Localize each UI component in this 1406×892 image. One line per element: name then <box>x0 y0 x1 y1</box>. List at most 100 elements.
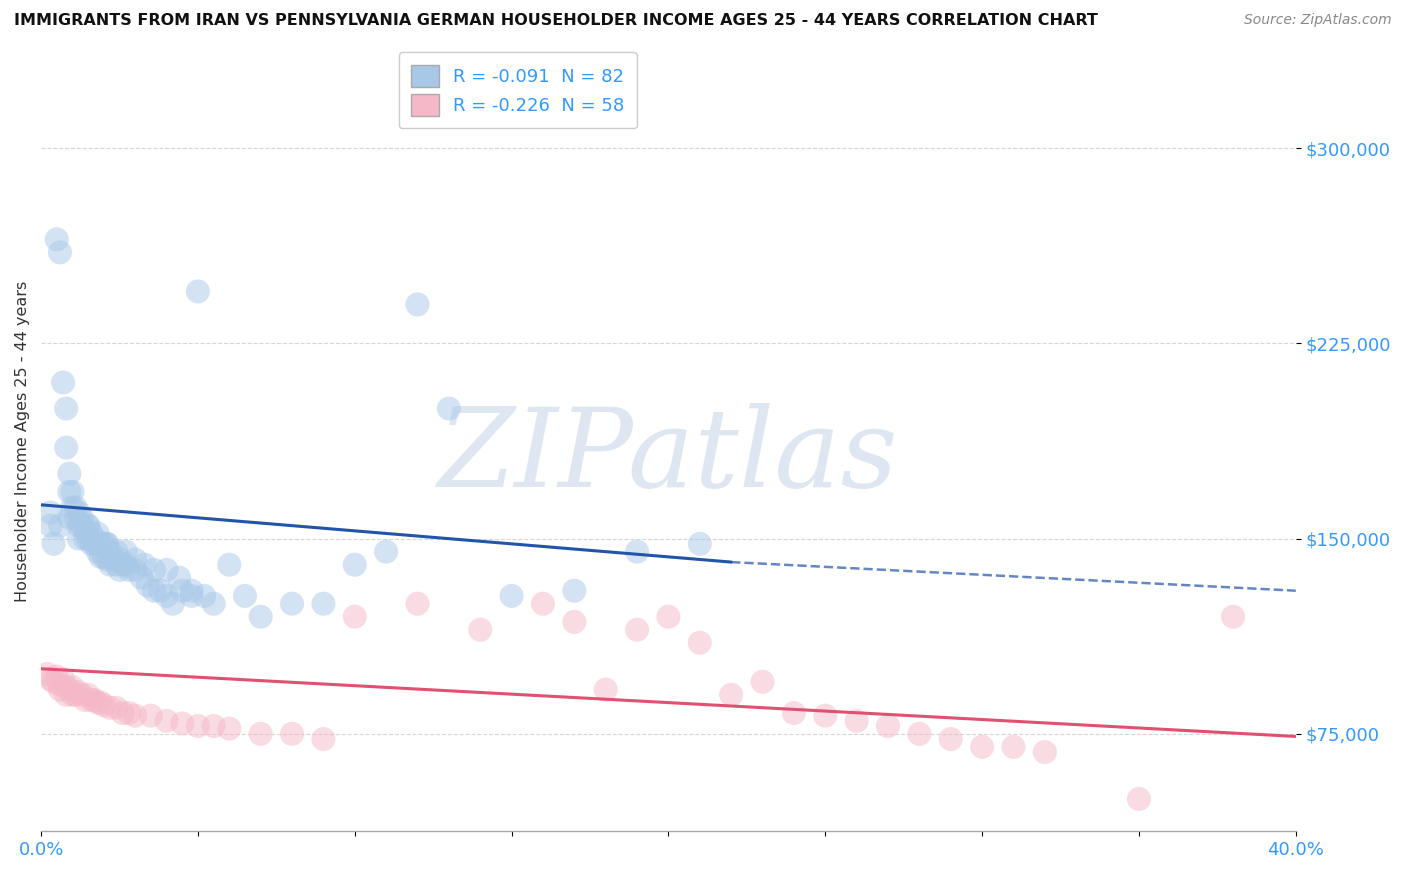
Point <box>172 716 194 731</box>
Point <box>58 484 80 499</box>
Point <box>42 674 65 689</box>
Point <box>52 672 75 686</box>
Point <box>375 544 398 558</box>
Point <box>65 688 87 702</box>
Point <box>39 518 62 533</box>
Point <box>281 727 304 741</box>
Point <box>90 549 112 564</box>
Point <box>814 708 837 723</box>
Point <box>131 571 153 585</box>
Point <box>67 532 90 546</box>
Point <box>55 688 77 702</box>
Point <box>96 537 118 551</box>
Point <box>55 441 77 455</box>
Point <box>470 623 492 637</box>
Point <box>45 232 67 246</box>
Point <box>343 609 366 624</box>
Point <box>118 706 141 720</box>
Point <box>143 583 166 598</box>
Point <box>70 518 93 533</box>
Point <box>93 549 115 564</box>
Point <box>90 696 112 710</box>
Point <box>58 682 80 697</box>
Point <box>202 719 225 733</box>
Point <box>312 732 335 747</box>
Point <box>55 401 77 416</box>
Point <box>312 597 335 611</box>
Point <box>80 526 103 541</box>
Point <box>73 524 96 538</box>
Point <box>124 708 146 723</box>
Point <box>73 693 96 707</box>
Point <box>98 701 121 715</box>
Point <box>86 526 108 541</box>
Point <box>83 693 105 707</box>
Point <box>67 685 90 699</box>
Point <box>180 583 202 598</box>
Point <box>39 506 62 520</box>
Point <box>62 484 84 499</box>
Point <box>96 552 118 566</box>
Point <box>90 537 112 551</box>
Point <box>52 376 75 390</box>
Point <box>143 563 166 577</box>
Point <box>187 285 209 299</box>
Point <box>49 682 72 697</box>
Point <box>149 583 172 598</box>
Point <box>193 589 215 603</box>
Point <box>80 537 103 551</box>
Point <box>1222 609 1244 624</box>
Point <box>233 589 256 603</box>
Text: ZIPatlas: ZIPatlas <box>439 403 898 510</box>
Legend: R = -0.091  N = 82, R = -0.226  N = 58: R = -0.091 N = 82, R = -0.226 N = 58 <box>399 52 637 128</box>
Point <box>657 609 679 624</box>
Point <box>62 688 84 702</box>
Point <box>720 688 742 702</box>
Point <box>249 727 271 741</box>
Point <box>83 532 105 546</box>
Point <box>136 578 159 592</box>
Point <box>751 674 773 689</box>
Point <box>45 670 67 684</box>
Point <box>58 511 80 525</box>
Point <box>134 558 156 572</box>
Point <box>37 667 59 681</box>
Point <box>343 558 366 572</box>
Point <box>595 682 617 697</box>
Point <box>67 518 90 533</box>
Point <box>155 589 177 603</box>
Point <box>96 537 118 551</box>
Point <box>218 722 240 736</box>
Point <box>167 571 190 585</box>
Point <box>124 552 146 566</box>
Point <box>80 693 103 707</box>
Point <box>1002 739 1025 754</box>
Point <box>124 563 146 577</box>
Point <box>218 558 240 572</box>
Point <box>111 706 134 720</box>
Point <box>86 544 108 558</box>
Point <box>249 609 271 624</box>
Point <box>86 537 108 551</box>
Point <box>939 732 962 747</box>
Point <box>406 297 429 311</box>
Point <box>39 672 62 686</box>
Point <box>65 511 87 525</box>
Point <box>111 558 134 572</box>
Point <box>281 597 304 611</box>
Point <box>845 714 868 728</box>
Point <box>689 537 711 551</box>
Point <box>65 500 87 515</box>
Point <box>114 544 136 558</box>
Point <box>172 583 194 598</box>
Point <box>98 544 121 558</box>
Text: IMMIGRANTS FROM IRAN VS PENNSYLVANIA GERMAN HOUSEHOLDER INCOME AGES 25 - 44 YEAR: IMMIGRANTS FROM IRAN VS PENNSYLVANIA GER… <box>14 13 1098 29</box>
Point <box>562 583 585 598</box>
Point <box>108 563 131 577</box>
Point <box>108 552 131 566</box>
Point <box>49 518 72 533</box>
Point <box>67 506 90 520</box>
Point <box>86 696 108 710</box>
Point <box>406 597 429 611</box>
Point <box>972 739 994 754</box>
